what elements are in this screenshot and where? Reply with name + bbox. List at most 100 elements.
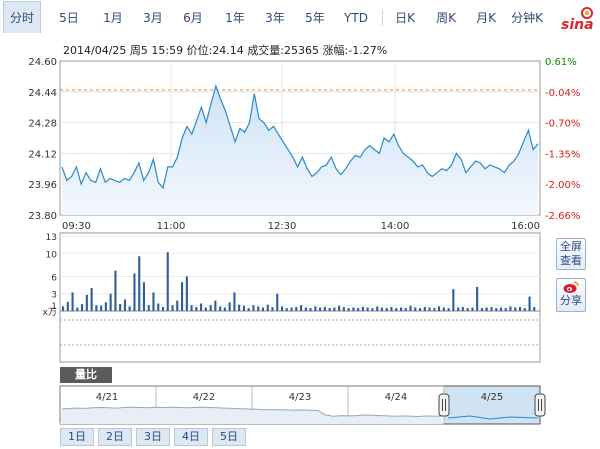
volume-bar <box>223 307 226 311</box>
volume-bar <box>447 308 450 311</box>
navigator-date: 4/23 <box>289 392 311 403</box>
volume-bar <box>128 306 131 311</box>
tab-3[interactable]: 1月 <box>103 11 123 25</box>
volume-bar <box>528 296 531 311</box>
day-button-1[interactable]: 1日 <box>60 428 94 446</box>
volume-y-tick: 3 <box>51 291 57 301</box>
volume-bar <box>204 307 207 311</box>
volume-bar <box>290 307 293 311</box>
sina-logo: sina <box>561 7 594 33</box>
volume-bar <box>357 308 360 311</box>
volume-bar <box>309 308 312 311</box>
tab-8[interactable]: 5年 <box>305 11 325 25</box>
tab-separator <box>382 10 383 26</box>
price-area <box>62 86 538 215</box>
pct-y-tick: -1.35% <box>545 149 580 160</box>
volume-bar <box>195 307 198 311</box>
volume-plot-frame <box>59 232 541 363</box>
time-x-tick: 16:00 <box>511 221 540 232</box>
fullscreen-label: 全屏查看 <box>560 240 582 267</box>
day-button-5[interactable]: 5日 <box>212 428 246 446</box>
volume-bar <box>519 307 522 311</box>
volume-bar <box>242 305 245 311</box>
volume-bar <box>190 305 193 311</box>
navigator-right-handle[interactable] <box>534 393 546 417</box>
time-x-tick: 09:30 <box>62 221 91 232</box>
navigator-date: 4/25 <box>481 392 503 403</box>
volume-bar <box>104 302 107 311</box>
volume-bar <box>214 300 217 311</box>
volume-bar <box>219 306 222 311</box>
volume-bar <box>109 293 112 311</box>
tab-13[interactable]: 分钟K <box>511 11 543 25</box>
volume-bar <box>119 304 122 311</box>
tab-1[interactable]: 分时 <box>3 1 41 33</box>
volume-bar <box>62 306 65 311</box>
tab-9[interactable]: YTD <box>344 11 368 25</box>
volume-bar <box>338 305 341 311</box>
volume-bar <box>514 307 517 311</box>
range-navigator: 4/21 4/22 4/23 4/24 4/25 <box>59 385 546 425</box>
volume-bar <box>200 303 203 311</box>
volume-bar <box>319 307 322 311</box>
volume-bar <box>133 273 136 311</box>
tab-4[interactable]: 3月 <box>143 11 163 25</box>
volume-bar <box>95 305 98 311</box>
tab-11[interactable]: 周K <box>436 11 456 25</box>
volume-bar <box>409 305 412 311</box>
volume-bar <box>480 308 483 311</box>
info-datetime: 2014/04/25 周5 15:59 <box>63 44 184 57</box>
volume-bar <box>295 307 298 311</box>
share-button[interactable]: 分享 <box>556 278 586 312</box>
tab-7[interactable]: 3年 <box>265 11 285 25</box>
fullscreen-button[interactable]: 全屏查看 <box>556 238 586 270</box>
volume-bar <box>171 305 174 311</box>
volume-bar <box>281 306 284 311</box>
volume-bar <box>433 308 436 311</box>
volume-bar <box>380 307 383 311</box>
price-y-tick: 24.44 <box>28 88 57 99</box>
price-y-tick: 24.60 <box>28 57 57 68</box>
navigator-frame <box>59 385 541 425</box>
info-price-label: 价位: <box>186 44 213 57</box>
volume-bar <box>76 307 79 311</box>
day-button-3[interactable]: 3日 <box>136 428 170 446</box>
day-button-4[interactable]: 4日 <box>174 428 208 446</box>
navigator-area <box>60 407 442 424</box>
navigator-left-handle[interactable] <box>438 393 450 417</box>
volume-y-tick: 10 <box>46 250 58 260</box>
tab-5[interactable]: 6月 <box>183 11 203 25</box>
volume-y-tick: 6 <box>51 273 57 283</box>
volume-bar <box>90 287 93 311</box>
tab-10[interactable]: 日K <box>395 11 415 25</box>
volume-bar <box>504 308 507 311</box>
volume-bar <box>476 286 479 311</box>
volume-bar <box>123 299 126 311</box>
volume-bar <box>300 305 303 311</box>
volume-bar <box>176 300 179 311</box>
volume-bar <box>71 292 74 311</box>
volume-bar <box>461 307 464 311</box>
tab-6[interactable]: 1年 <box>225 11 245 25</box>
volume-bar <box>304 307 307 311</box>
price-info-line: 2014/04/25 周5 15:59 价位:24.14 成交量:25365 涨… <box>63 42 387 58</box>
navigator-date: 4/21 <box>96 392 118 403</box>
volume-bar <box>366 307 369 311</box>
volume-bar <box>257 306 260 311</box>
tab-2[interactable]: 5日 <box>59 11 79 25</box>
navigator-date: 4/22 <box>193 392 215 403</box>
volume-bar <box>157 303 160 311</box>
volume-bar <box>423 307 426 311</box>
volume-bar <box>138 256 141 311</box>
volume-bar <box>285 308 288 311</box>
day-button-2[interactable]: 2日 <box>98 428 132 446</box>
volume-bar <box>147 305 150 311</box>
volume-bar <box>238 304 241 311</box>
tab-12[interactable]: 月K <box>476 11 496 25</box>
volume-bar <box>523 308 526 311</box>
volume-bar <box>490 307 493 311</box>
volume-bar <box>452 289 455 311</box>
volume-bar <box>266 304 269 311</box>
volume-ratio-tab[interactable]: 量比 <box>60 367 112 383</box>
